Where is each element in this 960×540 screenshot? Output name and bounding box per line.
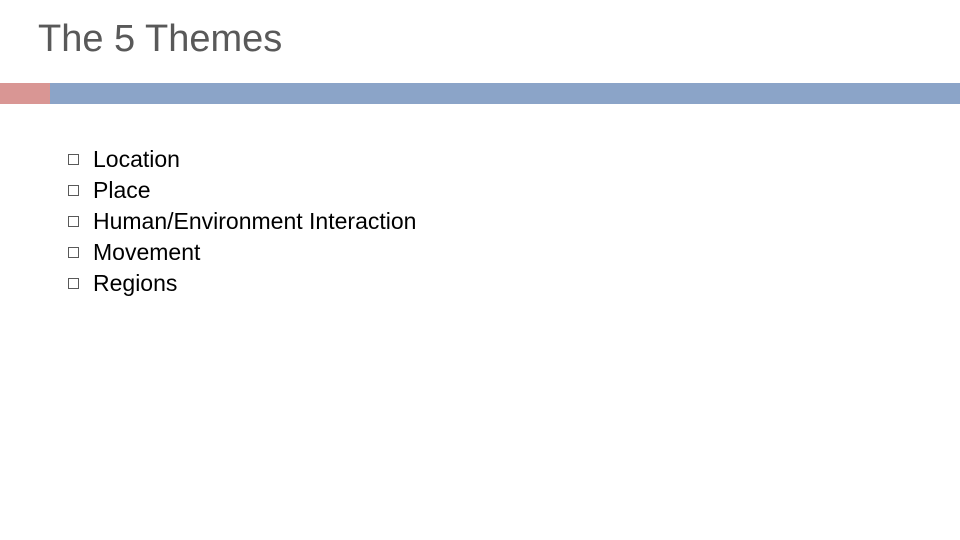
list-item-text: Movement [93,239,200,266]
list-item: Human/Environment Interaction [68,208,416,235]
square-bullet-icon [68,154,79,165]
list-item: Movement [68,239,416,266]
slide-title: The 5 Themes [38,18,282,61]
list-item-text: Human/Environment Interaction [93,208,416,235]
square-bullet-icon [68,185,79,196]
list-item-text: Location [93,146,180,173]
list-item: Place [68,177,416,204]
square-bullet-icon [68,278,79,289]
list-item: Regions [68,270,416,297]
square-bullet-icon [68,216,79,227]
list-item: Location [68,146,416,173]
divider-bar [50,83,960,104]
square-bullet-icon [68,247,79,258]
accent-bar [0,83,50,104]
bullet-list: Location Place Human/Environment Interac… [68,146,416,301]
list-item-text: Regions [93,270,177,297]
list-item-text: Place [93,177,151,204]
